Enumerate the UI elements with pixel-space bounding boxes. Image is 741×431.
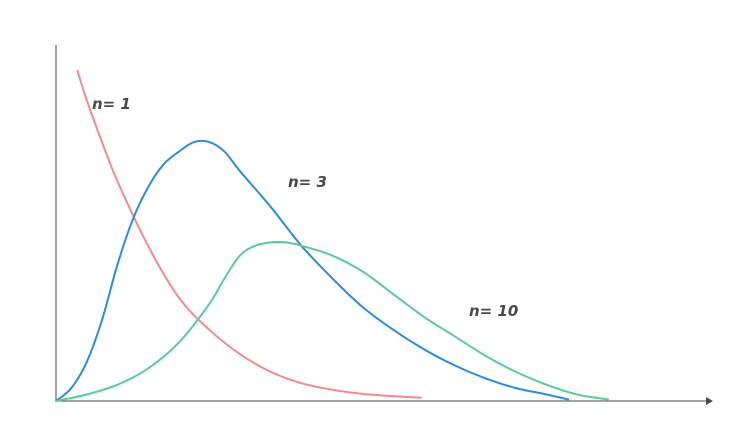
series-labels: n= 1 n= 3 n= 10 [92, 95, 518, 320]
series-curves [55, 69, 609, 402]
series-line-n-10 [55, 241, 609, 402]
series-line-n-1 [76, 69, 422, 399]
series-line-n-3 [55, 139, 570, 402]
series-label-n-10: n= 10 [469, 302, 518, 320]
series-label-n-1: n= 1 [92, 95, 131, 113]
series-label-n-3: n= 3 [288, 173, 327, 191]
